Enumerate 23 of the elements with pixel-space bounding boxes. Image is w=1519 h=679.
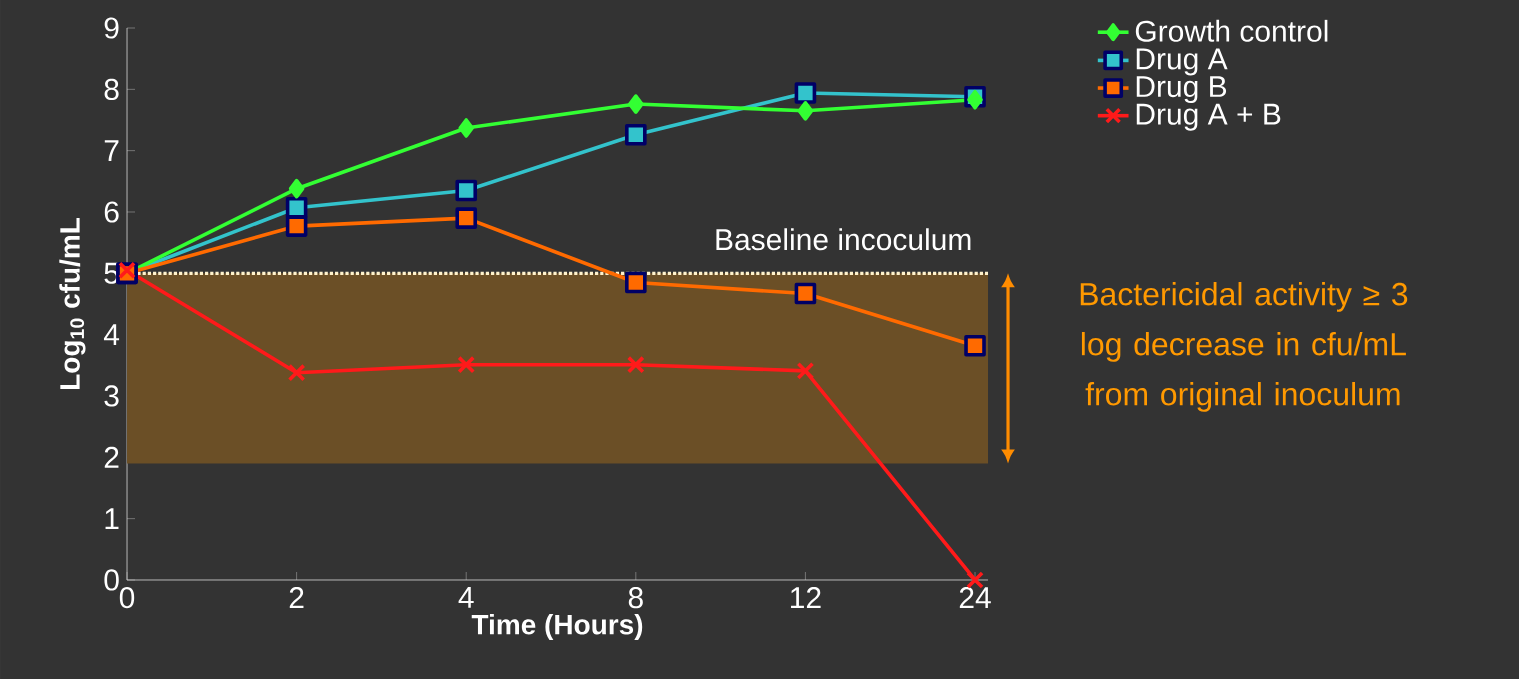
ref-line-label: Baseline incoculum [716,228,971,251]
y-tick-label: 0 [104,569,119,591]
x-tick-label: 4 [458,587,474,608]
legend-label: Drug A [1136,48,1228,76]
y-tick-label: 8 [104,78,119,100]
legend-label: Drug B [1136,76,1227,104]
x-tick-label: 8 [628,587,643,609]
y-tick-label: 9 [104,17,119,39]
band-label: Bactericidal activity ≥ 3 log decrease in cfu/mL from original inoculum [1080,282,1408,412]
x-tick-label: 12 [791,587,821,608]
x-axis-title: Time (Hours) [471,614,643,641]
y-tick-label: 1 [105,508,119,529]
y-tick-label: 4 [103,324,120,345]
y-axis-title: Log$_{10}$ cfu/mL [59,218,86,389]
y-tick-label: 7 [104,140,119,161]
y-tick-label: 2 [104,446,119,468]
y-tick-label: 6 [104,201,119,223]
legend-label: Drug A + B [1136,103,1281,131]
x-tick-label: 0 [119,587,135,609]
legend-label: Growth control [1135,19,1328,42]
y-tick-label: 3 [104,385,119,407]
x-tick-label: 24 [959,587,991,608]
x-tick-label: 2 [289,587,304,608]
